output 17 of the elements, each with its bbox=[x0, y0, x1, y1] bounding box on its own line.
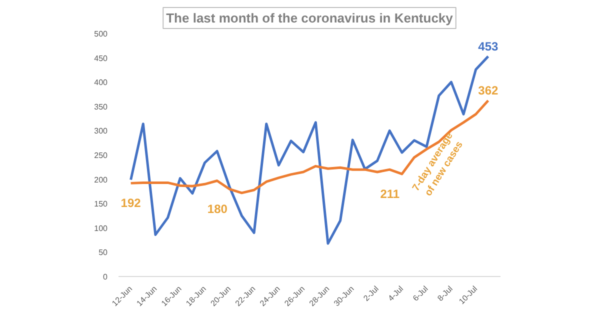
y-tick-label: 150 bbox=[94, 200, 108, 209]
y-tick-label: 250 bbox=[94, 151, 108, 160]
annotation: 180 bbox=[207, 202, 228, 216]
annotation: 362 bbox=[478, 84, 499, 98]
y-tick-label: 0 bbox=[103, 272, 108, 282]
y-tick-label: 50 bbox=[98, 248, 108, 258]
annotation: 453 bbox=[478, 39, 499, 54]
annotation: 211 bbox=[380, 186, 400, 201]
y-tick-label: 200 bbox=[94, 175, 108, 184]
y-tick-label: 350 bbox=[94, 102, 108, 112]
chart-title: The last month of the coronavirus in Kentucky bbox=[166, 10, 454, 26]
y-tick-label: 500 bbox=[94, 30, 108, 38]
y-tick-label: 300 bbox=[94, 126, 108, 136]
y-tick-label: 450 bbox=[94, 54, 108, 63]
y-tick-label: 400 bbox=[94, 78, 108, 88]
annotation: 192 bbox=[120, 196, 142, 210]
y-tick-label: 100 bbox=[94, 224, 108, 233]
